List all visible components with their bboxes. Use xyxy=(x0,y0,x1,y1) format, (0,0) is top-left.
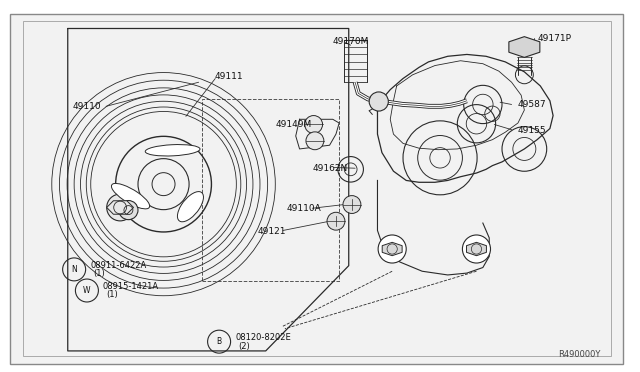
Text: 49110A: 49110A xyxy=(287,205,321,214)
Ellipse shape xyxy=(343,196,361,214)
Text: (1): (1) xyxy=(106,291,118,299)
Ellipse shape xyxy=(306,132,324,150)
Text: W: W xyxy=(83,286,91,295)
Text: (1): (1) xyxy=(93,269,105,278)
Text: 49110: 49110 xyxy=(72,102,101,111)
Ellipse shape xyxy=(305,116,323,134)
Text: 49121: 49121 xyxy=(258,227,287,236)
Ellipse shape xyxy=(177,192,204,222)
FancyBboxPatch shape xyxy=(10,14,623,364)
Text: R490000Y: R490000Y xyxy=(559,350,601,359)
Text: 49111: 49111 xyxy=(214,72,243,81)
Ellipse shape xyxy=(107,194,134,221)
Text: 49149M: 49149M xyxy=(275,121,312,129)
Ellipse shape xyxy=(119,201,138,219)
Text: 49155: 49155 xyxy=(518,126,547,135)
Text: (2): (2) xyxy=(238,341,250,350)
Ellipse shape xyxy=(369,92,388,111)
Ellipse shape xyxy=(145,145,200,156)
Text: 08120-8202E: 08120-8202E xyxy=(235,333,291,343)
Text: N: N xyxy=(71,265,77,274)
Text: 49587: 49587 xyxy=(518,100,547,109)
Text: 49162N: 49162N xyxy=(312,164,348,173)
Ellipse shape xyxy=(111,183,150,209)
Text: 49171P: 49171P xyxy=(537,34,571,43)
Ellipse shape xyxy=(378,235,406,263)
Text: B: B xyxy=(216,337,221,346)
Ellipse shape xyxy=(463,235,490,263)
Ellipse shape xyxy=(327,212,345,230)
Text: 08911-6422A: 08911-6422A xyxy=(90,261,147,270)
Text: 08915-1421A: 08915-1421A xyxy=(103,282,159,291)
Text: 49170M: 49170M xyxy=(333,37,369,46)
